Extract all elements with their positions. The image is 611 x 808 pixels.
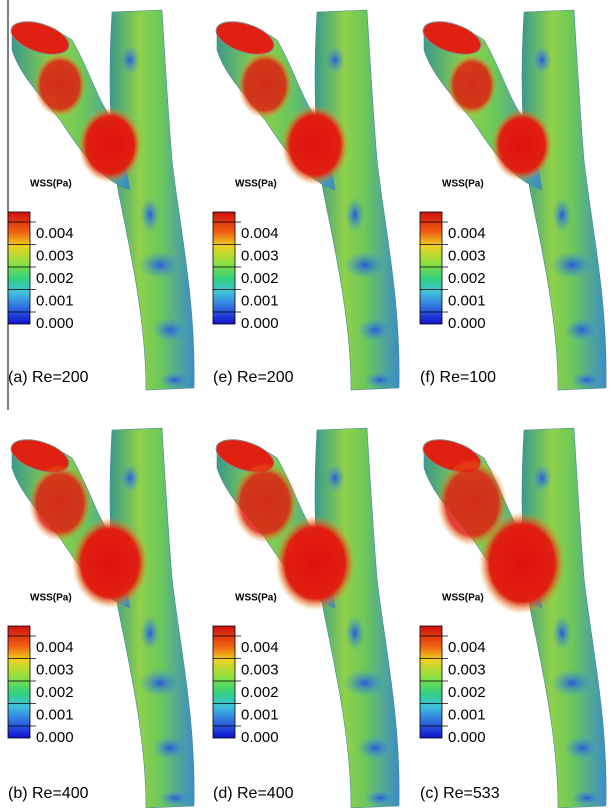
low-wss-region — [343, 669, 387, 697]
panel-label: (c) Re=533 — [420, 785, 500, 802]
colorbar — [420, 626, 442, 738]
high-wss-region — [29, 465, 91, 542]
low-wss-region — [550, 669, 594, 697]
panel-label: (d) Re=400 — [213, 785, 294, 802]
low-wss-region — [325, 464, 345, 492]
panel-label: (b) Re=400 — [8, 785, 89, 802]
high-wss-region — [281, 105, 348, 185]
colorbar-title: WSS(Pa) — [235, 593, 277, 604]
high-wss-region — [437, 460, 507, 546]
low-wss-region — [140, 197, 160, 233]
colorbar-tick-label: 0.002 — [448, 270, 486, 287]
low-wss-region — [138, 251, 182, 279]
colorbar-tick-label: 0.001 — [36, 292, 74, 309]
colorbar-tick-label: 0.001 — [448, 706, 486, 723]
colorbar-tick-label: 0.000 — [241, 729, 279, 746]
low-wss-region — [552, 197, 572, 233]
panel: WSS(Pa) 0.004 0.003 0.002 0.001 0.000 (f) Re=1… — [419, 10, 606, 390]
colorbar-tick-label: 0.004 — [448, 225, 486, 242]
colorbar-tick-label: 0.003 — [241, 247, 279, 264]
low-wss-region — [357, 318, 393, 342]
low-wss-region — [325, 46, 345, 74]
colorbar-tick-label: 0.003 — [36, 247, 74, 264]
panel: WSS(Pa) 0.004 0.003 0.002 0.001 0.000 (d) Re=4… — [212, 428, 399, 808]
high-wss-region — [233, 463, 298, 543]
low-wss-region — [343, 251, 387, 279]
colorbar-tick-label: 0.000 — [241, 315, 279, 332]
colorbar-title: WSS(Pa) — [235, 179, 277, 190]
low-wss-region — [345, 197, 365, 233]
low-wss-region — [364, 372, 396, 388]
low-wss-region — [159, 372, 191, 388]
low-wss-region — [364, 790, 396, 806]
low-wss-region — [532, 464, 552, 492]
colorbar-tick-label: 0.003 — [448, 661, 486, 678]
colorbar-tick-label: 0.002 — [36, 684, 74, 701]
high-wss-region — [238, 51, 293, 118]
colorbar-tick-label: 0.002 — [241, 270, 279, 287]
colorbar — [8, 626, 30, 738]
colorbar — [8, 212, 30, 324]
colorbar-tick-label: 0.004 — [448, 639, 486, 656]
panel-label: (a) Re=200 — [8, 369, 89, 386]
figure: WSS(Pa) 0.004 0.003 0.002 0.001 0.000 (a) Re=2… — [0, 0, 611, 808]
high-wss-region — [78, 107, 142, 183]
colorbar-tick-label: 0.004 — [36, 639, 74, 656]
colorbar-title: WSS(Pa) — [30, 593, 72, 604]
panel: WSS(Pa) 0.004 0.003 0.002 0.001 0.000 (b) Re=4… — [7, 428, 194, 808]
low-wss-region — [357, 736, 393, 760]
high-wss-region — [447, 55, 496, 116]
colorbar-tick-label: 0.003 — [241, 661, 279, 678]
high-wss-region — [72, 517, 149, 608]
colorbar-tick-label: 0.001 — [241, 292, 279, 309]
panel: WSS(Pa) 0.004 0.003 0.002 0.001 0.000 (a) Re=2… — [7, 10, 194, 390]
high-wss-region — [34, 53, 86, 117]
low-wss-region — [571, 790, 603, 806]
colorbar-tick-label: 0.004 — [241, 639, 279, 656]
low-wss-region — [564, 318, 600, 342]
low-wss-region — [345, 615, 365, 651]
colorbar-tick-label: 0.002 — [241, 684, 279, 701]
colorbar-tick-label: 0.000 — [448, 315, 486, 332]
low-wss-region — [120, 46, 140, 74]
colorbar-tick-label: 0.001 — [241, 706, 279, 723]
colorbar-tick-label: 0.004 — [241, 225, 279, 242]
low-wss-region — [552, 615, 572, 651]
panel: WSS(Pa) 0.004 0.003 0.002 0.001 0.000 (e) Re=2… — [212, 10, 399, 390]
low-wss-region — [140, 615, 160, 651]
colorbar — [213, 626, 235, 738]
low-wss-region — [532, 46, 552, 74]
colorbar-tick-label: 0.001 — [36, 706, 74, 723]
colorbar-tick-label: 0.000 — [448, 729, 486, 746]
colorbar-tick-label: 0.003 — [36, 661, 74, 678]
colorbar-tick-label: 0.000 — [36, 315, 74, 332]
colorbar — [420, 212, 442, 324]
colorbar-title: WSS(Pa) — [442, 179, 484, 190]
panel-label: (f) Re=100 — [420, 369, 496, 386]
low-wss-region — [152, 318, 188, 342]
low-wss-region — [138, 669, 182, 697]
high-wss-region — [492, 109, 553, 181]
low-wss-region — [120, 464, 140, 492]
colorbar-tick-label: 0.002 — [448, 684, 486, 701]
colorbar-tick-label: 0.001 — [448, 292, 486, 309]
low-wss-region — [152, 736, 188, 760]
colorbar-tick-label: 0.003 — [448, 247, 486, 264]
colorbar-title: WSS(Pa) — [442, 593, 484, 604]
colorbar-tick-label: 0.000 — [36, 729, 74, 746]
low-wss-region — [564, 736, 600, 760]
low-wss-region — [571, 372, 603, 388]
colorbar-tick-label: 0.002 — [36, 270, 74, 287]
low-wss-region — [550, 251, 594, 279]
colorbar-title: WSS(Pa) — [30, 179, 72, 190]
colorbar — [213, 212, 235, 324]
low-wss-region — [159, 790, 191, 806]
panel: WSS(Pa) 0.004 0.003 0.002 0.001 0.000 (c) Re=5… — [419, 428, 606, 808]
colorbar-tick-label: 0.004 — [36, 225, 74, 242]
panel-label: (e) Re=200 — [213, 369, 294, 386]
